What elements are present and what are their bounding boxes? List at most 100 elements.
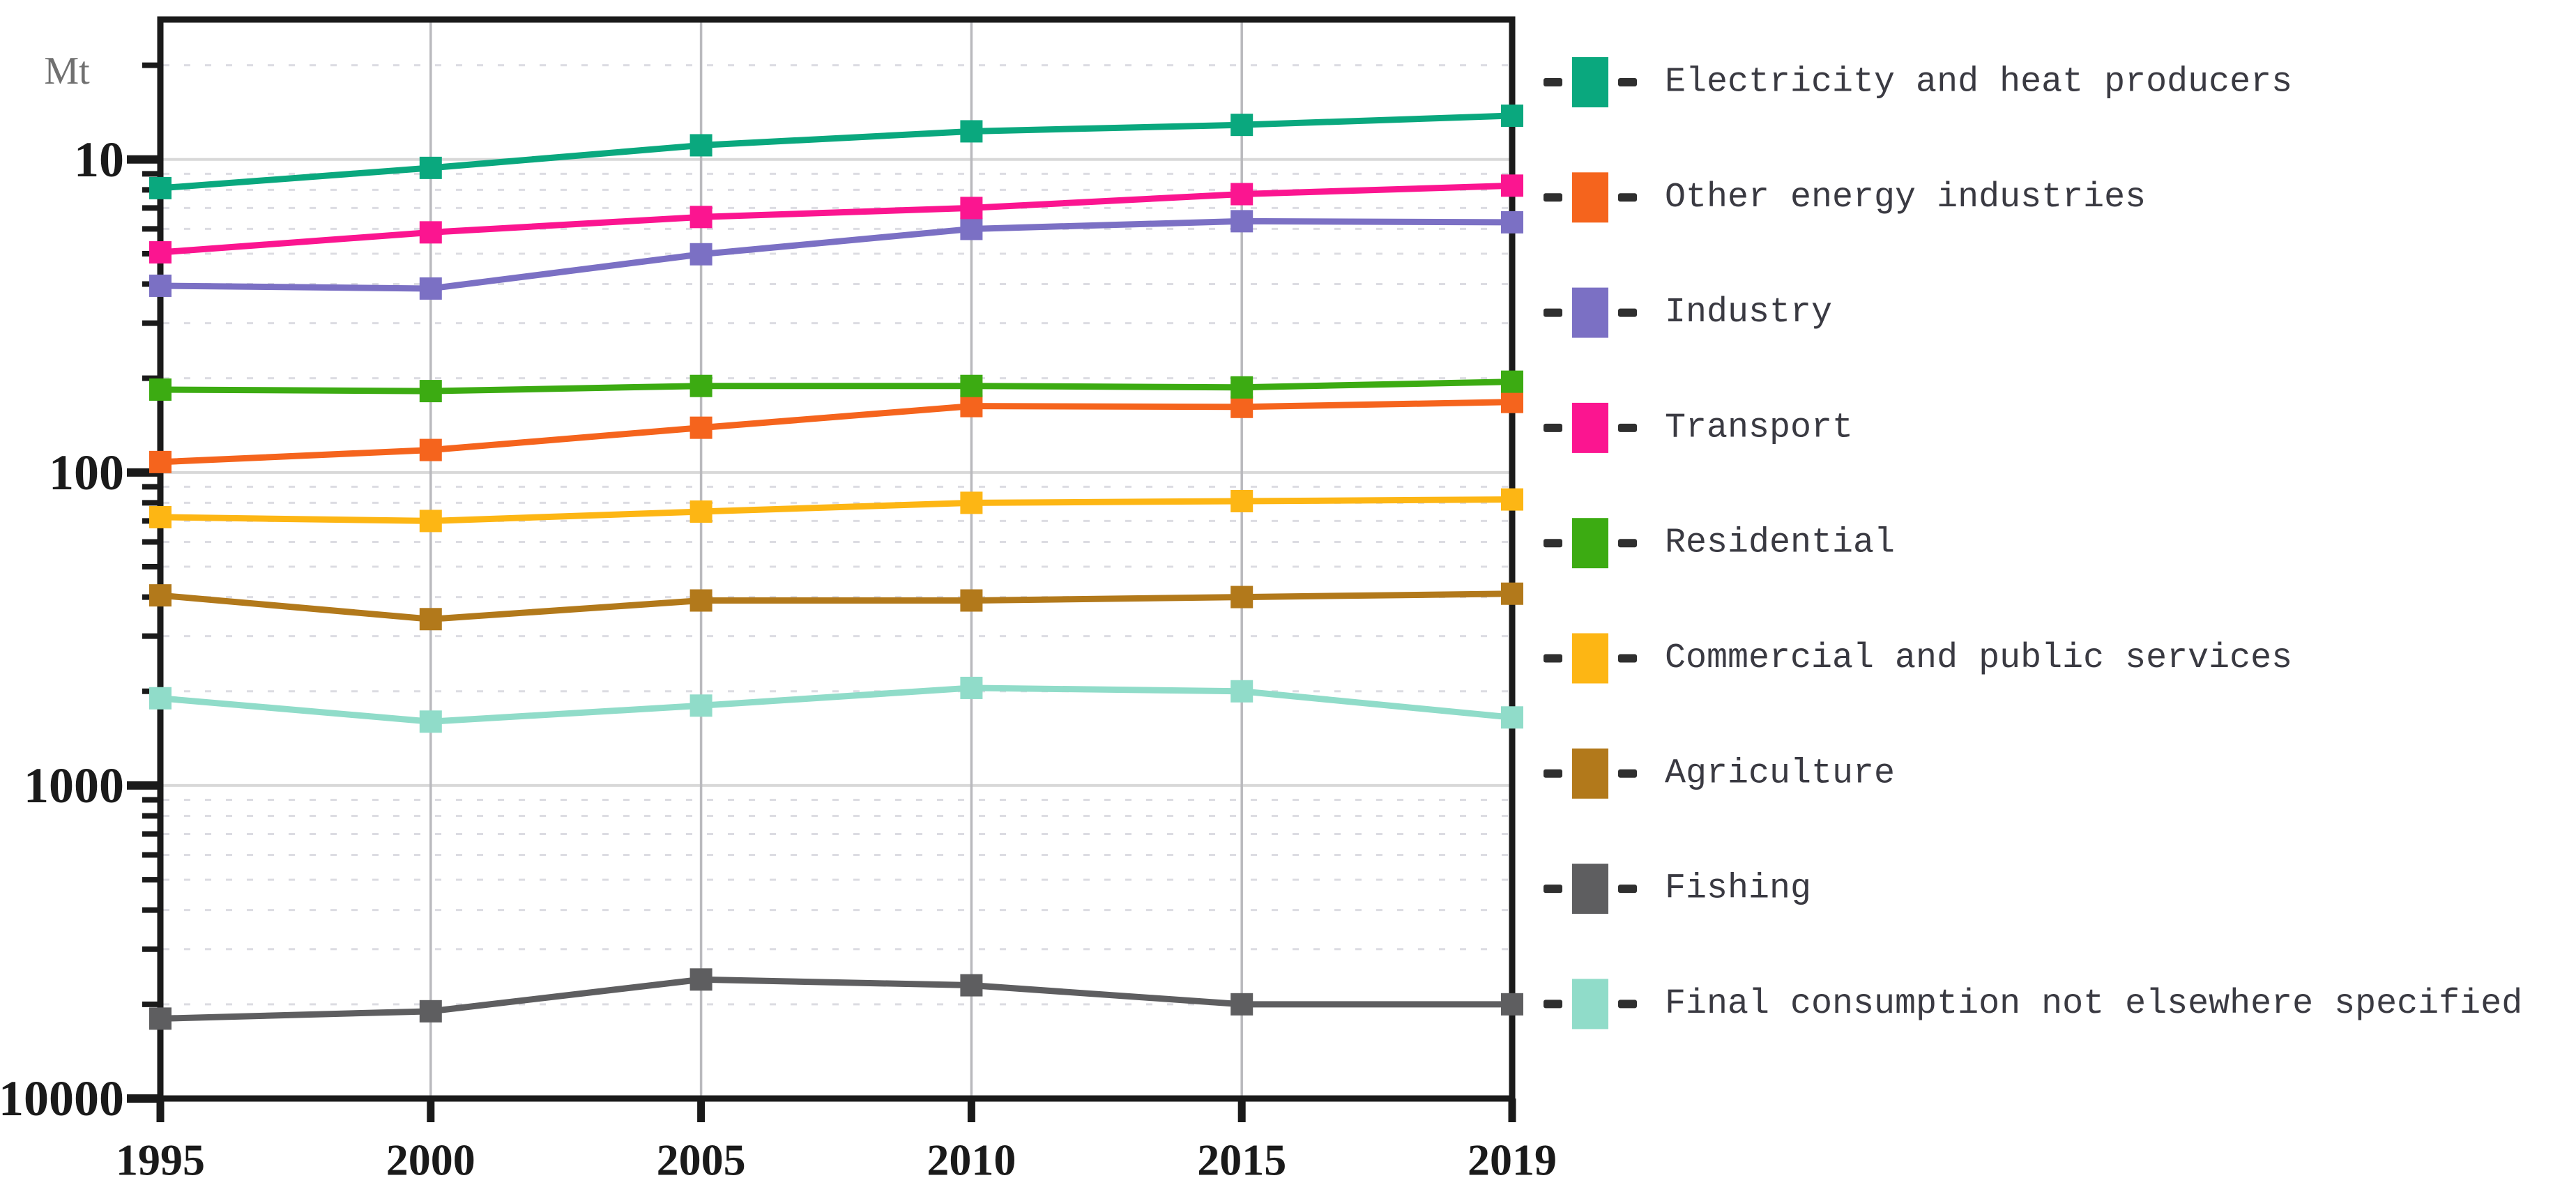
legend-dash-icon (1544, 539, 1562, 548)
series-marker (689, 694, 712, 717)
series-marker (1501, 104, 1523, 127)
legend-item-label: Electricity and heat producers (1665, 63, 2292, 102)
series-marker (149, 505, 172, 528)
series-marker (1230, 993, 1253, 1016)
series-marker (419, 277, 442, 300)
series-marker (960, 217, 983, 240)
series-marker (960, 197, 983, 220)
series-marker (689, 500, 712, 523)
x-axis-tick-label: 2010 (927, 1135, 1016, 1185)
series-line (157, 378, 1516, 395)
series-line (157, 182, 1516, 256)
legend-dash-icon (1618, 654, 1637, 663)
legend-dash-icon (1618, 423, 1637, 432)
x-axis-tick-label: 2019 (1468, 1135, 1557, 1185)
legend-dash-icon (1618, 193, 1637, 202)
legend-dash-icon (1618, 308, 1637, 317)
y-axis-tick-label: 1000 (24, 758, 124, 813)
y-axis-tick-label: 10000 (0, 1071, 124, 1126)
series-marker (1230, 114, 1253, 137)
series-marker (1230, 210, 1253, 233)
series-marker (689, 134, 712, 157)
legend-dash-icon (1618, 1000, 1637, 1009)
series-marker (419, 1000, 442, 1023)
series-marker (1501, 582, 1523, 605)
series-line (157, 496, 1516, 524)
legend-item-label: Other energy industries (1665, 178, 2146, 217)
series-marker (689, 589, 712, 612)
y-axis-unit-label: Mt (44, 49, 90, 93)
legend-swatch-icon (1572, 518, 1608, 569)
plot-frame (157, 16, 1516, 1102)
legend-item-label: Residential (1665, 523, 1895, 563)
legend-swatch-icon (1572, 633, 1608, 684)
series-marker (689, 374, 712, 397)
x-axis-tick-label: 1995 (116, 1135, 205, 1185)
legend-swatch-icon (1572, 287, 1608, 338)
x-axis-tick-label: 2005 (657, 1135, 746, 1185)
series-marker (1230, 585, 1253, 609)
series-marker (1501, 174, 1523, 197)
legend-dash-icon (1618, 885, 1637, 894)
x-axis-tick-label: 2000 (386, 1135, 475, 1185)
legend-item-label: Final consumption not elsewhere specifie… (1665, 984, 2522, 1024)
legend-item-label: Fishing (1665, 869, 1811, 909)
legend-dash-icon (1618, 539, 1637, 548)
legend-dash-icon (1544, 423, 1562, 432)
series-marker (419, 438, 442, 461)
series-marker (1230, 376, 1253, 399)
series-marker (149, 241, 172, 264)
legend-item-label: Agriculture (1665, 753, 1895, 793)
legend-swatch-icon (1572, 57, 1608, 107)
series-marker (960, 491, 983, 514)
legend-item-label: Industry (1665, 293, 1832, 332)
series-marker (1501, 390, 1523, 413)
series-marker (419, 710, 442, 733)
series-marker (1501, 993, 1523, 1016)
series-marker (419, 380, 442, 403)
series-marker (149, 274, 172, 297)
legend-dash-icon (1544, 885, 1562, 894)
series-marker (1501, 706, 1523, 729)
legend-dash-icon (1544, 193, 1562, 202)
series-line (157, 217, 1516, 292)
series-marker (419, 510, 442, 533)
y-axis-tick-label: 10 (74, 132, 124, 187)
legend-swatch-icon (1572, 864, 1608, 914)
series-marker (1230, 680, 1253, 703)
series-marker (689, 968, 712, 991)
legend-dash-icon (1544, 654, 1562, 663)
legend-swatch-icon (1572, 172, 1608, 223)
series-marker (689, 206, 712, 229)
series-marker (1230, 489, 1253, 512)
series-marker (960, 120, 983, 143)
series-marker (149, 378, 172, 401)
series-marker (1501, 370, 1523, 393)
x-axis-tick-label: 2015 (1197, 1135, 1286, 1185)
series-marker (149, 1007, 172, 1030)
series-marker (1501, 211, 1523, 234)
series-marker (149, 687, 172, 710)
legend-swatch-icon (1572, 402, 1608, 453)
legend-item-label: Transport (1665, 408, 1853, 447)
series-marker (960, 589, 983, 612)
series-line (157, 976, 1516, 1022)
series-marker (960, 676, 983, 699)
legend-dash-icon (1618, 78, 1637, 86)
y-axis-tick-label: 100 (49, 445, 124, 500)
legend-swatch-icon (1572, 979, 1608, 1030)
legend-dash-icon (1618, 769, 1637, 778)
series-marker (960, 374, 983, 397)
series-marker (149, 584, 172, 607)
series-line (157, 684, 1516, 725)
series-marker (689, 243, 712, 266)
series-marker (1230, 395, 1253, 418)
series-marker (1501, 488, 1523, 511)
series-marker (149, 450, 172, 473)
series-line (157, 590, 1516, 622)
series-line (157, 399, 1516, 466)
series-marker (419, 156, 442, 179)
legend-dash-icon (1544, 769, 1562, 778)
